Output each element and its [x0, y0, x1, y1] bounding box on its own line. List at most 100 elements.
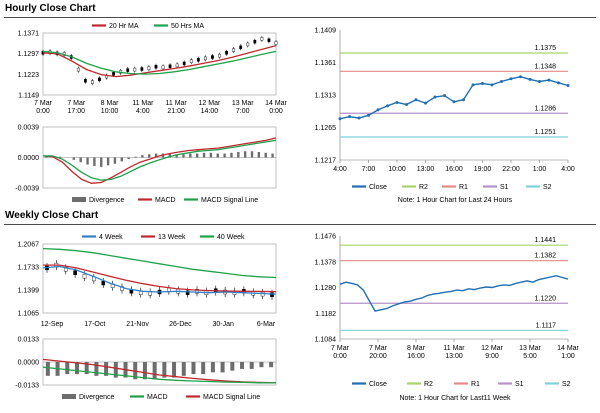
hourly-macd-line: [42, 137, 277, 184]
hourly-divergence-bar: [264, 152, 267, 158]
weekly-divergence-bar: [210, 362, 215, 373]
weekly-price-candle-body: [82, 273, 87, 279]
hourly-legend-50hr-ma-label: 50 Hrs MA: [171, 23, 204, 30]
hourly-legend-macd-signal-label: MACD Signal Line: [201, 197, 258, 204]
hourly-price-candle-body: [203, 56, 207, 61]
hourly-divergence-bar: [243, 151, 247, 158]
hourly-price-candle-body: [161, 65, 165, 70]
weekly-40-week-line: [42, 247, 277, 279]
weekly-levels-y-tick: 1.1182: [315, 311, 336, 318]
hourly-levels-close-point: [452, 100, 456, 104]
weekly-4-week-line: [42, 265, 277, 295]
weekly-levels-y-tick: 1.1378: [315, 259, 337, 266]
hourly-divergence-bar: [79, 157, 82, 163]
weekly-levels-y-tick: 1.1280: [315, 285, 337, 292]
hourly-price-x-tick: 14 Mar 0:00: [265, 100, 287, 115]
hourly-divergence-bar: [209, 152, 213, 158]
hourly-divergence-bar: [72, 157, 76, 160]
weekly-levels-y-tick: 1.1476: [315, 234, 337, 241]
hourly-macd-y-tick: 0.0039: [18, 125, 40, 132]
hourly-price-candle-body: [83, 79, 87, 83]
weekly-divergence-bar: [230, 362, 235, 371]
hourly-levels-close-point: [367, 113, 370, 117]
hourly-divergence-bar: [182, 154, 185, 158]
hourly-macd-signal-line: [43, 139, 277, 181]
hourly-levels-x-tick: 7:00: [362, 166, 376, 173]
hourly-divergence-bar: [237, 152, 240, 158]
weekly-levels-x-tick: 7 Mar 20:00: [369, 345, 388, 360]
weekly-levels-legend-s1-label: S1: [515, 381, 524, 388]
hourly-levels-close-point: [414, 98, 418, 102]
hourly-levels-y-tick: 1.1217: [315, 158, 337, 165]
hourly-divergence-bar: [86, 157, 89, 165]
hourly-price-plot-frame: [42, 32, 277, 96]
hourly-price-x-tick: 7 Mar 17:00: [67, 100, 86, 115]
weekly-levels-x-tick: 13 Mar 5:00: [519, 345, 541, 360]
hourly-price-candle-body: [267, 38, 271, 42]
hourly-divergence-bar: [58, 156, 62, 158]
hourly-levels-close-line: [339, 75, 569, 120]
weekly-price-candle-body: [185, 290, 190, 295]
hourly-price-y-tick: 1.1223: [18, 72, 40, 79]
weekly-price-plot-frame: [42, 243, 277, 314]
hourly-price-x-tick: 11 Mar 4:00: [132, 100, 154, 115]
hourly-price-candle-body: [196, 58, 200, 62]
weekly-levels-close-line: [339, 274, 569, 312]
hourly-divergence-bar: [154, 153, 158, 158]
weekly-macd-signal-line: [42, 366, 277, 384]
weekly-levels-x-tick: 8 Mar 16:00: [407, 345, 426, 360]
weekly-macd-y-tick: -0.0133: [15, 383, 39, 390]
weekly-levels-legend-s2-label: S2: [562, 381, 571, 388]
hourly-legend-divergence-swatch: [72, 197, 86, 202]
hourly-levels-close-point: [405, 102, 408, 106]
hourly-price-candle-body: [253, 39, 257, 44]
hourly-price-x-tick: 12 Mar 14:00: [199, 100, 221, 115]
hourly-price-candle-body: [239, 45, 243, 49]
weekly-price-candle-body: [73, 270, 77, 275]
weekly-macd-y-tick: 0.0133: [18, 337, 40, 344]
hourly-divergence-bar: [175, 154, 178, 158]
hourly-levels-close-point: [433, 95, 437, 99]
hourly-macd-y-tick: -0.0039: [15, 186, 39, 193]
hourly-price-candle-body: [218, 53, 221, 58]
weekly-price-x-tick: 6-Mar: [257, 321, 276, 328]
hourly-divergence-bar: [257, 152, 261, 158]
weekly-legend-40-week-label: 40 Week: [217, 234, 245, 241]
hourly-price-candle-body: [147, 66, 151, 70]
weekly-price-candle-body: [195, 289, 199, 294]
weekly-legend-13-week-label: 13 Week: [158, 234, 186, 241]
hourly-ma50-line: [42, 50, 277, 75]
hourly-levels-close-point: [443, 94, 446, 98]
hourly-levels-close-point: [528, 77, 532, 81]
hourly-divergence-bar: [141, 155, 144, 158]
hourly-levels-x-tick: 4:00: [561, 166, 575, 173]
hourly-levels-close-point: [500, 79, 503, 83]
hourly-price-candle-body: [98, 77, 101, 82]
hourly-legend-divergence-label: Divergence: [89, 197, 125, 204]
hourly-divergence-bar: [202, 152, 206, 158]
hourly-levels-close-point: [547, 78, 551, 82]
hourly-price-x-tick: 11 Mar 21:00: [166, 100, 188, 115]
hourly-price-candle-body: [182, 61, 186, 66]
hourly-levels-close-point: [509, 77, 513, 81]
hourly-price-candle-body: [211, 55, 214, 59]
weekly-legend-macd-label: MACD: [147, 394, 168, 401]
hourly-price-candle-body: [246, 42, 250, 47]
weekly-levels-x-tick: 12 Mar 9:00: [481, 345, 503, 360]
hourly-levels-s1-level-label: 1.1286: [535, 105, 557, 112]
weekly-divergence-bar: [249, 362, 254, 369]
hourly-levels-legend-close-label: Close: [369, 184, 387, 191]
hourly-levels-x-tick: 4:00: [333, 166, 347, 173]
hourly-levels-legend-r1-label: R1: [459, 184, 468, 191]
hourly-divergence-bar: [216, 153, 219, 158]
hourly-price-candle-body: [154, 65, 158, 69]
weekly-price-x-tick: 26-Dec: [169, 321, 192, 328]
hourly-price-candle-body: [140, 67, 144, 71]
hourly-levels-legend-s2-label: S2: [543, 184, 552, 191]
hourly-price-x-tick: 8 Mar 10:00: [101, 100, 120, 115]
hourly-divergence-bar: [127, 157, 130, 160]
weekly-price-y-tick: 1.1399: [18, 288, 40, 295]
hourly-levels-close-point: [566, 84, 570, 88]
hourly-divergence-bar: [106, 157, 110, 166]
weekly-divergence-bar: [142, 362, 147, 380]
